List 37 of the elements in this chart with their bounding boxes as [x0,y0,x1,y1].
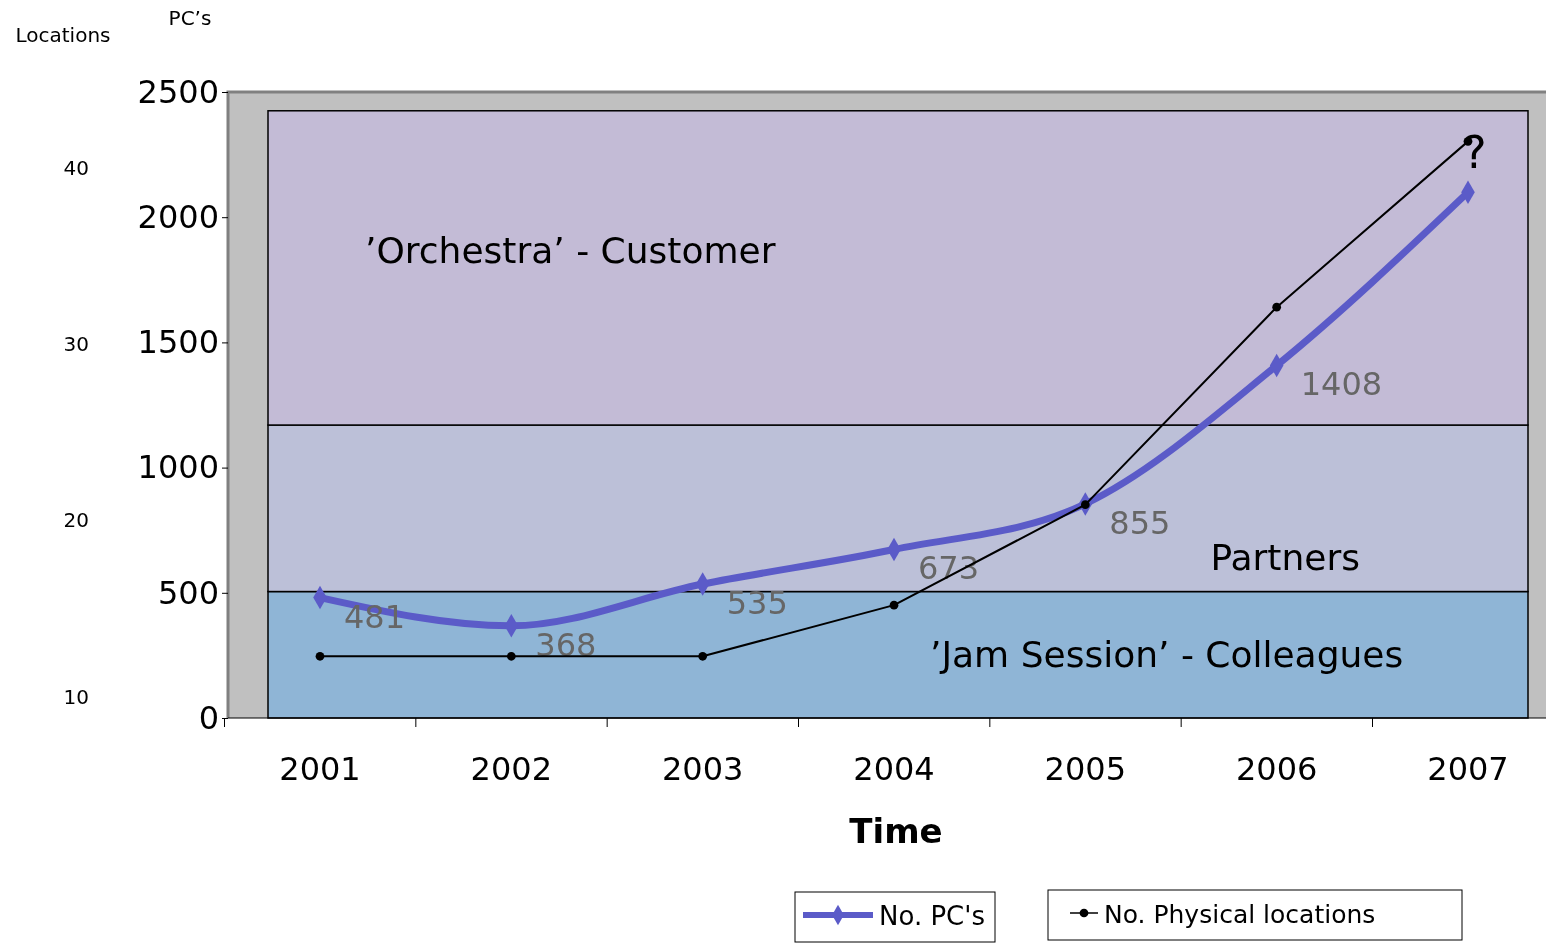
y2-axis-title: Locations [15,23,111,47]
band-label: Partners [1210,536,1360,578]
y-tick-label: 1500 [137,323,219,362]
y-tick-label: 2000 [137,197,219,236]
y2-tick-label: 40 [63,155,89,180]
y-tick-label: 0 [198,698,219,737]
legend-label: No. Physical locations [1104,900,1376,929]
y2-tick-label: 10 [63,684,89,709]
x-tick-label: 2004 [853,750,935,788]
y-tick-label: 2500 [137,72,219,111]
x-tick-label: 2005 [1044,750,1127,788]
legend-label: No. PC's [879,901,985,931]
y2-tick-label: 20 [63,508,89,533]
point [506,651,516,661]
x-tick-label: 2002 [470,750,553,788]
data-label: 855 [1109,503,1171,542]
point [889,600,899,610]
x-axis-title: Time [849,811,943,851]
band-label: ’Orchestra’ - Customer [365,229,776,271]
y-tick-label: 500 [157,573,219,612]
band-label: ’Jam Session’ - Colleagues [930,633,1404,675]
data-label: 535 [726,584,788,623]
legend-entry: No. Physical locations [1047,889,1463,941]
x-tick-label: 2006 [1235,750,1318,788]
y-tick-label: 1000 [137,448,219,487]
y2-tick-label: 30 [63,332,89,357]
x-tick-label: 2001 [279,750,361,788]
y-axis-title: PC’s [168,6,212,30]
legend-entry: No. PC's [794,891,996,943]
annotation: ? [1463,127,1487,178]
x-tick-label: 2007 [1427,750,1509,788]
x-tick-label: 2003 [661,750,744,788]
point [698,651,708,661]
point [1272,302,1282,312]
point [315,651,325,661]
data-label: 368 [535,625,597,664]
data-label: 1408 [1300,365,1383,404]
